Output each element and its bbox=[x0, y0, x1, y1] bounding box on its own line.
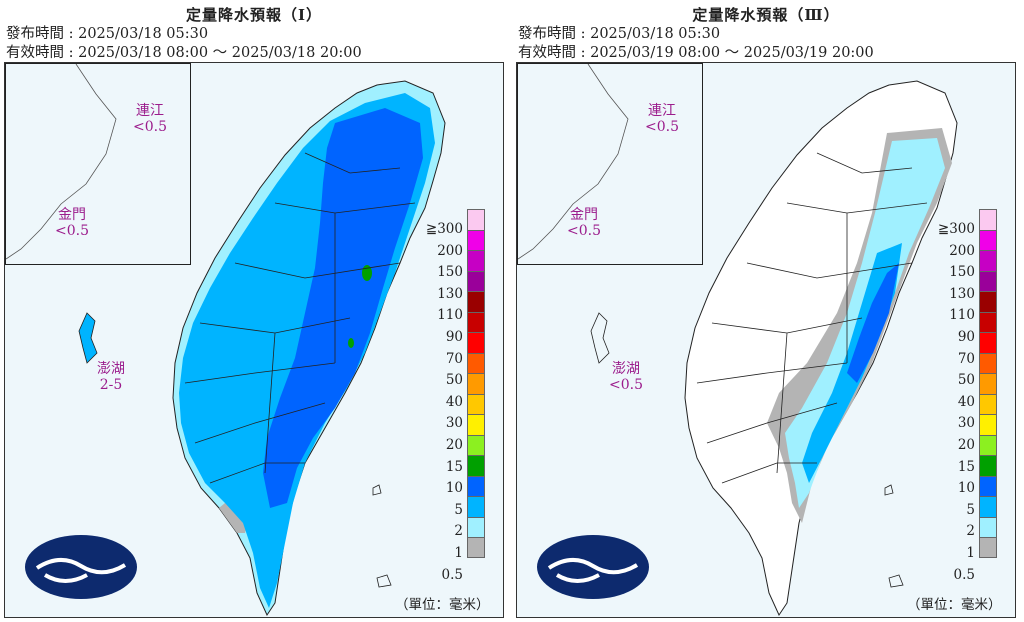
legend-label: 50 bbox=[957, 372, 975, 389]
legend-label: 70 bbox=[445, 350, 463, 367]
legend-label: 10 bbox=[445, 480, 463, 497]
legend-label: 40 bbox=[957, 393, 975, 410]
legend-label: 0.5 bbox=[441, 566, 463, 583]
legend-label: 2 bbox=[966, 523, 975, 540]
offshore-inset bbox=[5, 63, 191, 265]
rain-5-10 bbox=[847, 263, 899, 383]
mainland-coast bbox=[517, 63, 629, 260]
legend-label: 30 bbox=[957, 415, 975, 432]
unit-label: （單位：毫米） bbox=[907, 597, 1002, 613]
penghu-label: 澎湖 <0.5 bbox=[609, 361, 643, 393]
penghu-label: 澎湖 2-5 bbox=[97, 361, 125, 393]
unit-label: （單位：毫米） bbox=[395, 597, 490, 613]
legend-label: 200 bbox=[437, 242, 463, 259]
penghu-islands bbox=[590, 312, 610, 364]
legend-labels: ≧300 200 150 130 110 90 70 50 40 30 20 1… bbox=[423, 219, 463, 586]
valid-time: 有效時間 : 2025/03/18 08:00 ～ 2025/03/18 20:… bbox=[6, 45, 362, 61]
legend-label: 10 bbox=[957, 480, 975, 497]
legend-label: 5 bbox=[966, 501, 975, 518]
orchid-island bbox=[376, 574, 392, 588]
legend-label: 50 bbox=[445, 372, 463, 389]
penghu-islands bbox=[78, 312, 98, 364]
taiwan-map bbox=[25, 80, 446, 617]
legend-label: ≧300 bbox=[937, 221, 975, 237]
kinmen-label: 金門 <0.5 bbox=[567, 207, 601, 239]
legend-label: 0.5 bbox=[953, 566, 975, 583]
legend-label: 2 bbox=[454, 523, 463, 540]
green-island bbox=[884, 484, 894, 496]
matsu-label: 連江 <0.5 bbox=[133, 103, 167, 135]
rain-10-15 bbox=[348, 338, 354, 348]
legend-label: 15 bbox=[957, 458, 975, 475]
legend-label: 70 bbox=[957, 350, 975, 367]
forecast-panel-1: 定量降水預報（Ⅰ） 發布時間 : 2025/03/18 05:30 有效時間 :… bbox=[4, 0, 504, 622]
legend-label: 30 bbox=[445, 415, 463, 432]
county-boundary bbox=[184, 152, 416, 484]
legend-label: 130 bbox=[437, 285, 463, 302]
legend-label: 1 bbox=[966, 544, 975, 561]
kinmen-label: 金門 <0.5 bbox=[55, 207, 89, 239]
legend-label: 20 bbox=[957, 436, 975, 453]
legend-labels: ≧300 200 150 130 110 90 70 50 40 30 20 1… bbox=[935, 219, 975, 586]
legend-label: 5 bbox=[454, 501, 463, 518]
county-boundary bbox=[696, 152, 928, 484]
cwa-logo-swirl bbox=[547, 558, 639, 583]
forecast-panel-3: 定量降水預報（Ⅲ） 發布時間 : 2025/03/18 05:30 有效時間 :… bbox=[516, 0, 1016, 622]
panel-title: 定量降水預報（Ⅰ） bbox=[185, 6, 323, 24]
legend-scale bbox=[979, 209, 999, 558]
legend-label: 110 bbox=[437, 307, 463, 324]
matsu-label: 連江 <0.5 bbox=[645, 103, 679, 135]
valid-time: 有效時間 : 2025/03/19 08:00 ～ 2025/03/19 20:… bbox=[518, 45, 874, 61]
panel-title: 定量降水預報（Ⅲ） bbox=[692, 6, 840, 24]
rainfall-map: 連江 <0.5 金門 <0.5 澎湖 <0.5 bbox=[516, 62, 1016, 618]
taiwan-map bbox=[537, 80, 958, 617]
issue-time: 發布時間 : 2025/03/18 05:30 bbox=[518, 26, 721, 42]
offshore-inset bbox=[517, 63, 703, 265]
rainfall-map: 連江 <0.5 金門 <0.5 澎湖 2-5 bbox=[4, 62, 504, 618]
legend-label: 130 bbox=[949, 285, 975, 302]
legend-label: 40 bbox=[445, 393, 463, 410]
issue-time: 發布時間 : 2025/03/18 05:30 bbox=[6, 26, 209, 42]
rain-5-10 bbox=[263, 108, 423, 508]
orchid-island bbox=[888, 574, 904, 588]
legend-label: 200 bbox=[949, 242, 975, 259]
green-island bbox=[372, 484, 382, 496]
legend-label: ≧300 bbox=[425, 221, 463, 237]
cwa-logo-swirl bbox=[35, 558, 127, 583]
legend-scale bbox=[467, 209, 487, 558]
mainland-coast bbox=[5, 63, 117, 260]
legend-label: 110 bbox=[949, 307, 975, 324]
legend-label: 15 bbox=[445, 458, 463, 475]
legend-label: 90 bbox=[957, 328, 975, 345]
legend-label: 90 bbox=[445, 328, 463, 345]
legend-label: 150 bbox=[437, 264, 463, 281]
legend-label: 20 bbox=[445, 436, 463, 453]
legend-label: 1 bbox=[454, 544, 463, 561]
legend-label: 150 bbox=[949, 264, 975, 281]
